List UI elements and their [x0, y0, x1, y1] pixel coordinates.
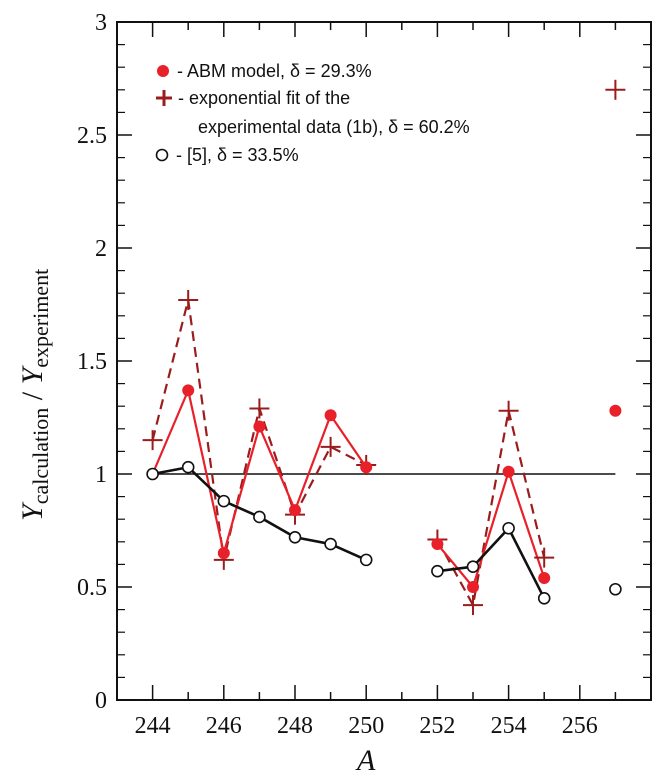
y-axis-title: Ycalculation / Yexperiment	[16, 269, 53, 521]
data-point-abm	[431, 538, 444, 551]
x-tick-label: 246	[206, 713, 242, 739]
legend-label-continued: experimental data (1b), δ = 60.2%	[198, 117, 470, 137]
data-point-ref5	[359, 553, 373, 567]
y-tick-label: 1.5	[77, 349, 107, 375]
legend-label: - [5], δ = 33.5%	[176, 145, 299, 165]
legend-label: - exponential fit of the	[178, 88, 350, 108]
data-point-abm	[467, 581, 479, 593]
data-point-abm	[289, 504, 301, 517]
y-tick-label: 2	[95, 236, 107, 262]
x-axis-title: A	[355, 744, 376, 776]
data-point-abm	[538, 571, 551, 584]
legend-label: - ABM model, δ = 29.3%	[177, 61, 372, 81]
series-line-exp_fit	[436, 409, 546, 607]
x-tick-label: 256	[562, 713, 598, 739]
data-point-ref5	[181, 460, 195, 474]
data-point-ref5	[466, 560, 480, 573]
data-point-exp_fit	[320, 436, 341, 457]
data-point-ref5	[609, 582, 622, 596]
data-point-abm	[324, 409, 337, 422]
y-axis-title-separator: /	[16, 384, 49, 407]
legend-item-ref5: - [5], δ = 33.5%	[155, 145, 299, 165]
y-axis-title-numerator-var: Y	[16, 501, 49, 521]
data-point-exp_fit	[249, 398, 270, 419]
data-point-ref5	[324, 537, 337, 551]
x-tick-label: 252	[419, 713, 455, 739]
data-point-ref5	[537, 591, 551, 605]
data-point-exp_fit	[534, 547, 555, 568]
data-point-abm	[502, 465, 515, 478]
tick-layer: 0 0.5 1 1.5 2 2.5 3 244 246 248 250 252 254 256	[77, 10, 651, 739]
series-markers-abm	[146, 384, 622, 593]
data-point-ref5	[217, 494, 231, 508]
data-point-ref5	[146, 467, 159, 481]
series-exp_fit	[151, 298, 546, 607]
data-point-abm	[609, 404, 622, 417]
y-tick-label: 2.5	[77, 123, 107, 149]
data-point-ref5	[253, 510, 266, 524]
series-markers-ref5	[146, 460, 622, 605]
y-tick-label: 3	[95, 10, 107, 36]
series-layer	[142, 79, 626, 616]
data-point-exp_fit	[178, 289, 199, 310]
data-point-abm	[253, 420, 266, 433]
legend-item-abm: - ABM model, δ = 29.3%	[157, 61, 372, 81]
data-point-abm	[360, 461, 373, 474]
data-point-exp_fit	[142, 430, 163, 451]
x-tick-label: 250	[348, 713, 384, 739]
x-tick-label: 244	[135, 713, 171, 739]
legend-marker-icon	[157, 65, 169, 77]
data-point-exp_fit	[498, 400, 519, 421]
legend-item-exp_fit: - exponential fit of the experimental dat…	[156, 88, 470, 137]
data-point-abm	[217, 547, 230, 560]
y-tick-label: 0	[95, 688, 107, 714]
series-line-abm	[436, 470, 546, 589]
legend: - ABM model, δ = 29.3% - exponential fit …	[155, 61, 470, 165]
data-point-ref5	[288, 530, 302, 544]
x-tick-label: 254	[491, 713, 527, 739]
y-tick-label: 0.5	[77, 575, 107, 601]
y-axis-title-denominator-sub: experiment	[28, 269, 53, 368]
y-axis-title-denominator-var: Y	[16, 364, 49, 384]
x-tick-label: 248	[277, 713, 313, 739]
series-line-ref5	[437, 526, 546, 599]
data-point-abm	[182, 384, 195, 397]
data-point-ref5	[431, 564, 444, 578]
y-tick-label: 1	[95, 462, 107, 488]
legend-marker-icon	[155, 148, 169, 162]
data-point-exp_fit	[463, 595, 483, 616]
y-axis-title-numerator-sub: calculation	[28, 408, 53, 505]
data-point-exp_fit	[605, 79, 626, 100]
data-point-ref5	[502, 521, 515, 535]
